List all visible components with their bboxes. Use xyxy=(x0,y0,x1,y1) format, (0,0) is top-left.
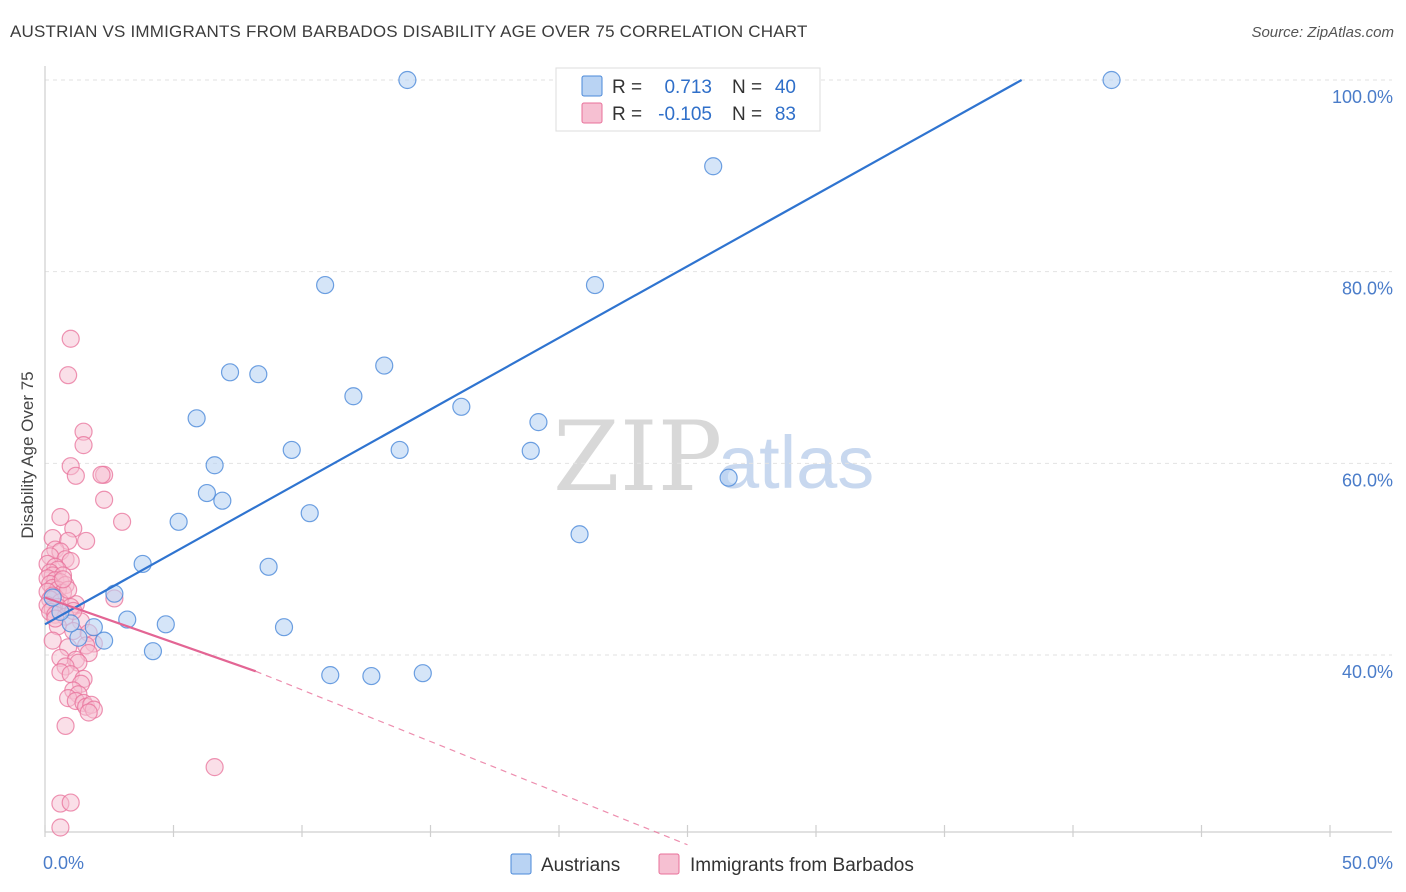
austrian-point xyxy=(704,157,723,176)
legend-r-value-barbados: -0.105 xyxy=(658,104,712,125)
austrian-point xyxy=(213,491,232,510)
austrian-point xyxy=(220,363,240,382)
x-tick-label-min: 0.0% xyxy=(43,853,84,873)
chart-title: AUSTRIAN VS IMMIGRANTS FROM BARBADOS DIS… xyxy=(10,22,808,41)
austrian-point xyxy=(197,483,217,503)
legend-n-label-2: N = xyxy=(732,104,762,125)
legend-n-label-1: N = xyxy=(732,77,762,98)
austrian-point xyxy=(452,397,471,416)
austrian-point xyxy=(84,618,103,637)
legend-r-label-1: R = xyxy=(612,77,642,98)
barbados-point xyxy=(61,793,80,812)
austrian-point xyxy=(205,456,224,475)
series-legend: Austrians Immigrants from Barbados xyxy=(510,853,914,876)
austrian-point xyxy=(1102,70,1121,90)
barbados-point xyxy=(74,436,93,455)
grid xyxy=(45,79,1392,656)
y-tick-label: 80.0% xyxy=(1342,279,1393,299)
legend-n-value-austrians: 40 xyxy=(775,77,796,98)
barbados-point xyxy=(95,490,114,509)
barbados-point xyxy=(43,631,62,650)
watermark: ZIP atlas xyxy=(553,401,874,513)
y-tick-label: 100.0% xyxy=(1332,87,1393,107)
legend-label-barbados: Immigrants from Barbados xyxy=(690,855,914,876)
barbados-point xyxy=(61,329,80,348)
austrian-points xyxy=(43,70,1121,686)
legend-label-austrians: Austrians xyxy=(541,855,620,876)
austrian-point xyxy=(362,666,381,686)
y-tick-label: 60.0% xyxy=(1342,470,1393,490)
austrian-point xyxy=(585,275,605,295)
austrian-point xyxy=(529,413,548,432)
barbados-trend-extension xyxy=(255,670,688,846)
barbados-point xyxy=(112,512,132,531)
watermark-atlas: atlas xyxy=(718,421,874,504)
austrian-point xyxy=(300,504,319,523)
y-tick-labels: 40.0% 60.0% 80.0% 100.0% xyxy=(1332,87,1393,682)
legend-swatch-barbados xyxy=(581,102,603,124)
austrian-point xyxy=(249,365,268,384)
austrian-point xyxy=(321,666,340,685)
barbados-point xyxy=(79,703,98,722)
source-label: Source: ZipAtlas.com xyxy=(1251,24,1394,41)
barbados-point xyxy=(53,570,73,589)
austrian-point xyxy=(390,440,409,460)
barbados-point xyxy=(59,366,78,385)
austrian-point xyxy=(398,70,417,90)
barbados-point xyxy=(77,531,96,551)
austrian-point xyxy=(521,441,540,460)
barbados-points xyxy=(38,329,224,837)
legend-n-value-barbados: 83 xyxy=(775,104,796,125)
austrians-trend-line xyxy=(44,79,1023,626)
barbados-trend-line xyxy=(44,596,257,673)
austrian-point xyxy=(61,614,80,633)
austrian-point xyxy=(69,628,88,647)
austrian-point xyxy=(413,664,432,683)
austrian-point xyxy=(316,275,335,295)
legend-swatch-austrians-bottom xyxy=(510,853,532,875)
x-tick-label-max: 50.0% xyxy=(1342,853,1393,873)
austrian-point xyxy=(274,618,294,637)
austrian-point xyxy=(187,409,206,428)
austrian-point xyxy=(282,440,301,460)
barbados-point xyxy=(92,465,111,484)
austrian-point xyxy=(95,631,114,650)
austrian-point xyxy=(169,512,188,531)
barbados-point xyxy=(205,758,224,777)
austrian-point xyxy=(156,615,175,634)
barbados-point xyxy=(56,716,75,736)
x-tick-labels: 0.0% 50.0% xyxy=(43,853,1393,873)
y-axis-label: Disability Age Over 75 xyxy=(18,371,37,538)
barbados-point xyxy=(51,507,70,527)
austrian-point xyxy=(259,557,278,576)
austrian-point xyxy=(143,642,163,661)
austrian-point xyxy=(344,387,363,406)
y-tick-label: 40.0% xyxy=(1342,662,1393,682)
axes xyxy=(44,66,1392,837)
legend-swatch-barbados-bottom xyxy=(658,853,680,875)
austrian-point xyxy=(570,525,589,544)
correlation-legend: R = 0.713 N = 40 R = -0.105 N = 83 xyxy=(555,67,821,132)
legend-r-label-2: R = xyxy=(612,104,642,125)
barbados-point xyxy=(51,818,70,837)
watermark-zip: ZIP xyxy=(553,401,722,513)
legend-r-value-austrians: 0.713 xyxy=(664,77,712,98)
legend-swatch-austrians xyxy=(581,75,603,97)
trend-lines xyxy=(44,79,1023,846)
austrian-point xyxy=(375,356,394,375)
barbados-point xyxy=(66,466,85,485)
austrian-point xyxy=(719,468,738,487)
